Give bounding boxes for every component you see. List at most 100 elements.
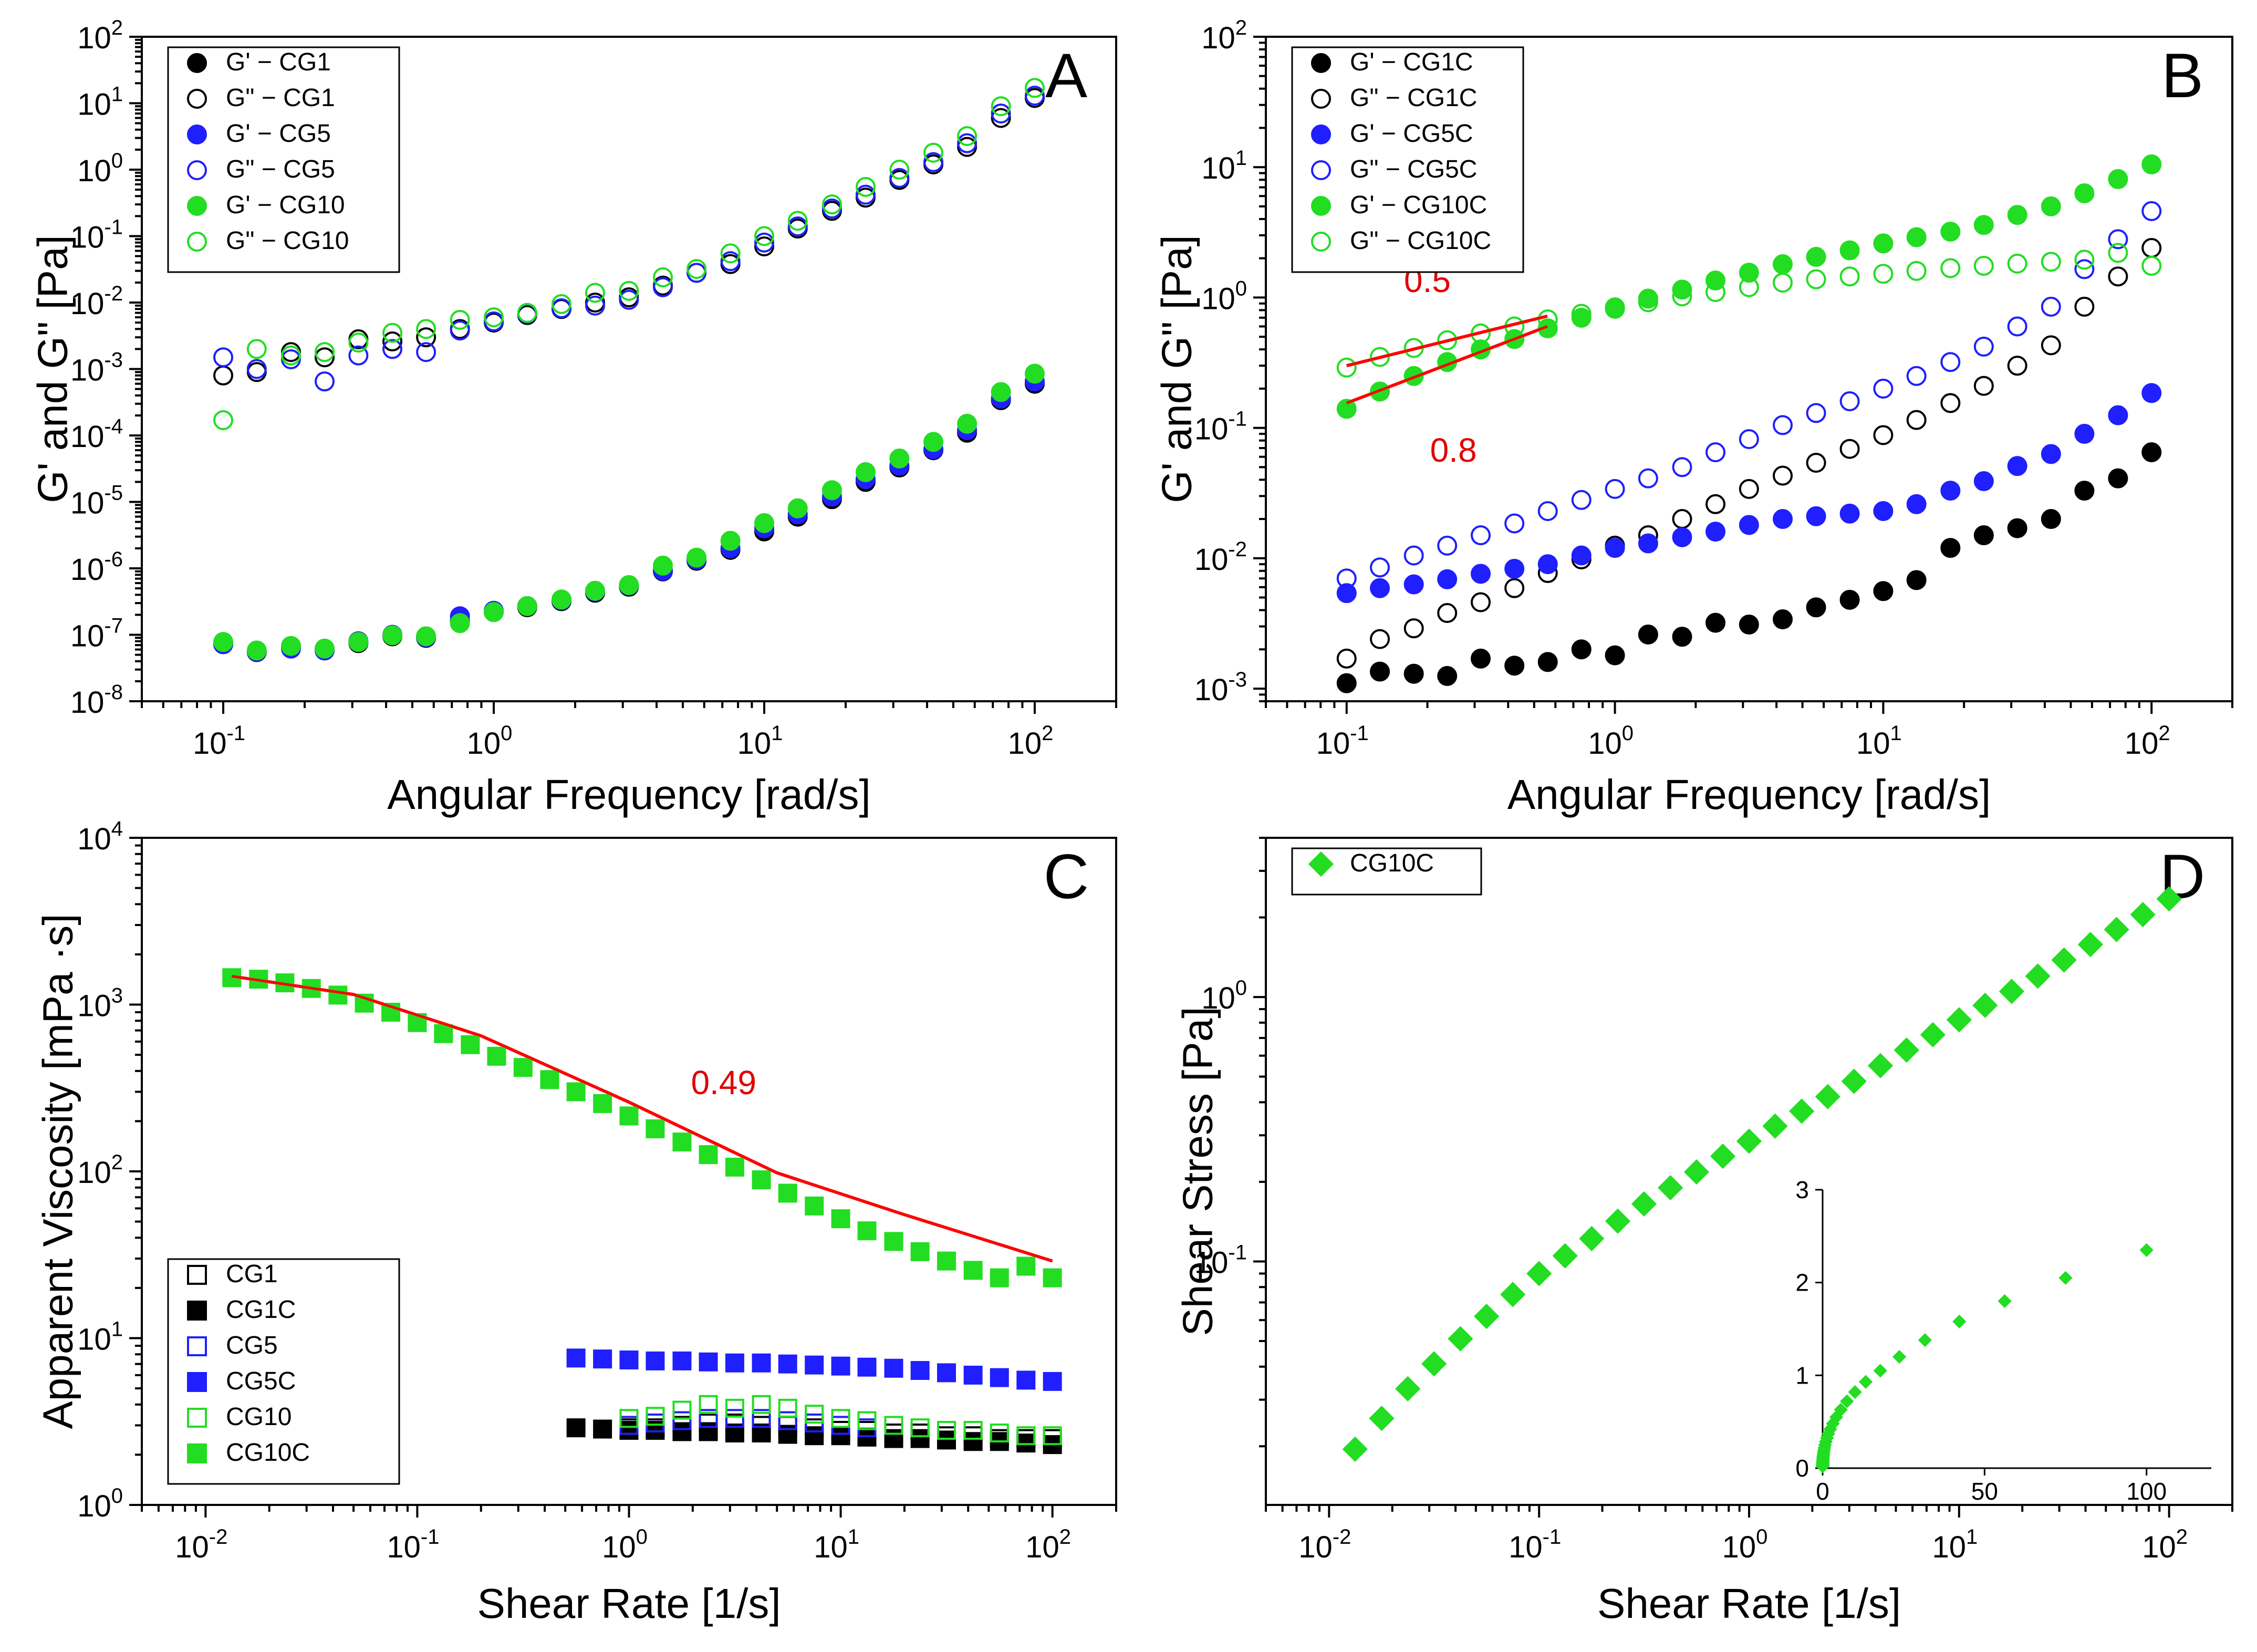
data-point xyxy=(937,1421,956,1440)
legend-box xyxy=(1291,46,1524,273)
legend-marker xyxy=(1311,196,1331,216)
data-point xyxy=(1841,1068,1867,1094)
inset-data-point xyxy=(1840,1394,1854,1408)
data-point xyxy=(382,331,403,352)
data-point xyxy=(963,1365,983,1385)
data-point xyxy=(889,168,910,188)
data-point xyxy=(585,580,605,601)
legend-marker xyxy=(187,1301,207,1321)
data-point xyxy=(1370,347,1390,367)
data-point xyxy=(1972,992,1998,1019)
data-point xyxy=(1973,256,1994,276)
data-point xyxy=(246,640,267,661)
data-point xyxy=(1552,1243,1578,1269)
data-point xyxy=(1906,261,1927,281)
data-point xyxy=(857,1411,877,1430)
data-point xyxy=(2074,259,2095,279)
data-point xyxy=(2007,456,2027,476)
data-point xyxy=(1638,533,1658,554)
data-point xyxy=(1631,1191,1657,1217)
data-point xyxy=(1471,525,1491,546)
y-tick-label: 102 xyxy=(77,1151,123,1190)
data-point xyxy=(1403,574,1424,595)
data-point xyxy=(382,625,403,646)
data-point xyxy=(2041,444,2061,464)
data-point xyxy=(1672,457,1692,477)
data-point xyxy=(619,1421,639,1440)
data-point xyxy=(450,320,470,341)
x-tick-label: 10-2 xyxy=(1298,1525,1351,1564)
data-point xyxy=(1537,554,1558,575)
data-point xyxy=(1403,545,1424,566)
data-point xyxy=(1672,627,1692,647)
data-point xyxy=(280,636,301,656)
legend-marker xyxy=(187,53,207,73)
data-point xyxy=(382,339,403,359)
y-tick-label: 10-2 xyxy=(1194,538,1247,577)
data-point xyxy=(1873,264,1894,284)
x-tick-label: 100 xyxy=(602,1525,648,1564)
y-tick-label: 10-3 xyxy=(1194,668,1247,707)
data-point xyxy=(1946,1007,1972,1033)
data-point xyxy=(1788,1098,1815,1124)
y-tick-label: 101 xyxy=(1201,147,1247,185)
data-point xyxy=(348,632,369,652)
legend-marker xyxy=(1311,232,1331,252)
data-point xyxy=(585,295,605,316)
data-point xyxy=(315,371,335,392)
series-g-cg1 xyxy=(213,373,1045,662)
data-point xyxy=(593,1094,612,1113)
data-point xyxy=(990,1268,1009,1287)
legend-label: G' − CG10 xyxy=(226,191,345,219)
legend-marker xyxy=(187,1443,207,1463)
data-point xyxy=(910,1429,930,1448)
data-point xyxy=(1739,479,1759,499)
series-g-cg5c xyxy=(1336,383,2162,604)
x-tick-label: 102 xyxy=(1025,1525,1071,1564)
data-point xyxy=(593,1349,612,1369)
data-point xyxy=(1043,1426,1062,1446)
data-point xyxy=(1773,465,1793,486)
data-point xyxy=(619,289,639,310)
legend: G' − CG1C G" − CG1C G' − CG5C G" − CG5C G' −… xyxy=(1291,46,1524,273)
legend-box xyxy=(167,46,400,273)
inset-x-tick-label: 0 xyxy=(1816,1478,1829,1505)
data-point xyxy=(2141,201,2162,221)
inset-x-tick-label: 50 xyxy=(1971,1478,1998,1505)
data-point xyxy=(1773,609,1793,630)
data-point xyxy=(725,1157,744,1177)
data-point xyxy=(831,1356,850,1376)
data-point xyxy=(720,243,741,264)
data-point xyxy=(619,1409,639,1428)
data-point xyxy=(1940,258,1961,278)
data-point xyxy=(1705,442,1726,463)
data-point xyxy=(566,1418,586,1438)
data-point xyxy=(752,1395,771,1414)
x-tick-label: 101 xyxy=(1932,1525,1978,1564)
data-point xyxy=(1605,538,1625,558)
data-point xyxy=(1370,557,1390,578)
data-point xyxy=(1839,266,1860,287)
data-point xyxy=(1973,215,1994,235)
data-point xyxy=(1705,494,1726,514)
data-point xyxy=(923,142,944,163)
plot-frame xyxy=(1265,36,2233,702)
legend-label: CG5C xyxy=(226,1367,296,1395)
data-point xyxy=(1336,648,1357,669)
x-axis-title: Shear Rate [1/s] xyxy=(477,1580,781,1627)
data-point xyxy=(2041,196,2061,216)
data-point xyxy=(725,1398,744,1418)
data-point xyxy=(1867,1053,1894,1078)
y-tick-label: 104 xyxy=(77,817,123,856)
data-point xyxy=(1471,592,1491,612)
data-point xyxy=(754,236,774,257)
legend-marker xyxy=(187,1336,207,1356)
legend: CG1 CG1C CG5 CG5C CG10 CG10C xyxy=(167,1258,400,1485)
data-point xyxy=(1773,254,1793,275)
y-tick-label: 100 xyxy=(77,149,123,188)
y-tick-label: 101 xyxy=(77,1318,123,1357)
data-point xyxy=(619,1106,639,1126)
data-point xyxy=(2130,902,2156,928)
series-cg10 xyxy=(619,1395,1062,1446)
data-point xyxy=(787,211,808,231)
